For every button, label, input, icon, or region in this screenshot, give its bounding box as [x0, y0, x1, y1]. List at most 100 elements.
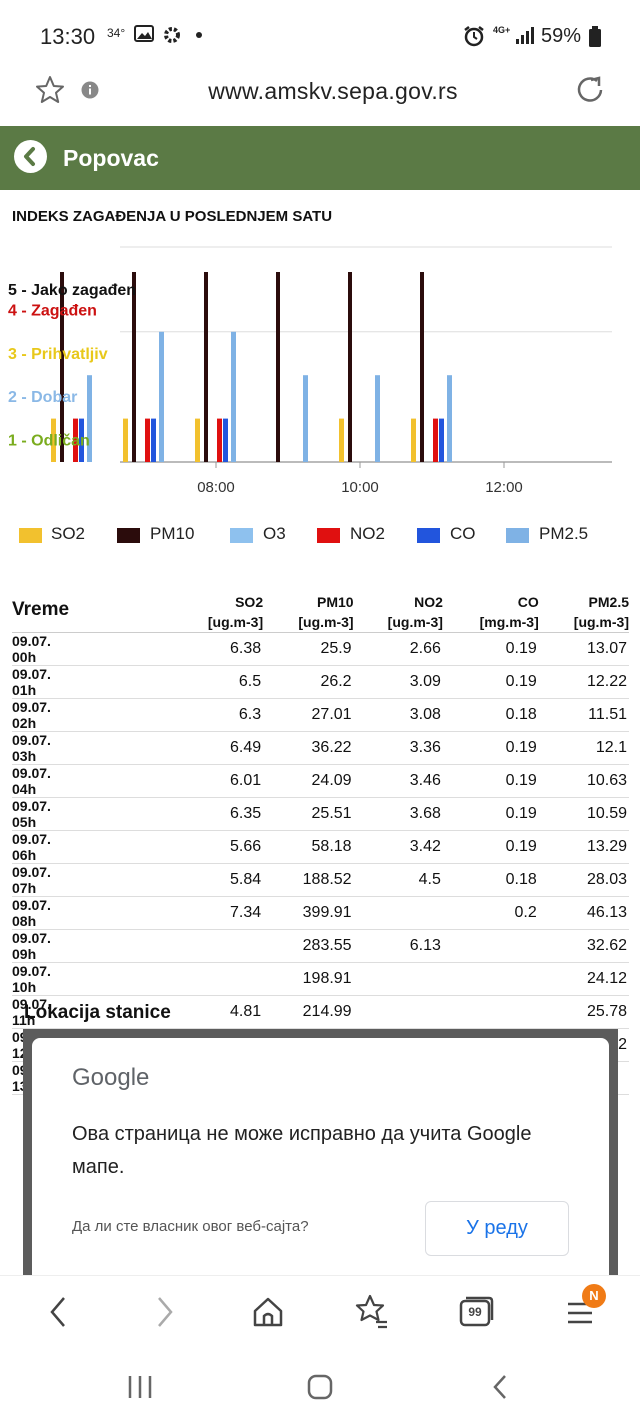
bar-co-7	[79, 418, 84, 462]
cell-pm10: 58.18	[263, 830, 354, 864]
header-co-name: CO	[517, 593, 539, 610]
cell-pm25: 10.63	[538, 764, 629, 798]
cell-so2: 4.81	[69, 995, 264, 1029]
system-back-icon[interactable]	[486, 1371, 514, 1403]
legend-label-o3: O3	[263, 524, 286, 543]
signal-icon	[516, 27, 534, 44]
map-error-card: Google Ова страница не може исправно да …	[32, 1038, 609, 1275]
owner-question: Да ли сте власник овог веб-сајта?	[72, 1218, 309, 1235]
cell-co: 0.19	[442, 764, 539, 798]
cell-pm10: 25.9	[263, 632, 354, 666]
forward-arrow-icon[interactable]	[145, 1292, 185, 1332]
network-type: 4G+	[493, 25, 511, 35]
cell-no2	[353, 962, 443, 996]
table-row: 09.07. 00h 6.38 25.9 2.66 0.19 13.07	[12, 632, 629, 666]
index-chart-title: INDEKS ZAGAĐENJA U POSLEDNJEM SATU	[12, 208, 333, 225]
x-tick-label: 12:00	[485, 479, 523, 496]
table-row: 09.07. 01h 6.5 26.2 3.09 0.19 12.22	[12, 665, 629, 699]
location-title: Lokacija stanice	[24, 1002, 171, 1023]
header-so2-name: SO2	[235, 593, 264, 610]
cell-co	[442, 962, 539, 996]
bar-pm25-12	[447, 375, 452, 462]
table-row: 09.07. 08h 7.34 399.91 0.2 46.13	[12, 896, 629, 930]
cell-time: 09.07. 00h	[12, 632, 70, 666]
legend-label-pm25: PM2.5	[539, 524, 589, 543]
cell-no2: 3.08	[353, 698, 443, 732]
cell-pm10: 26.2	[263, 665, 354, 699]
table-row: 09.07. 02h 6.3 27.01 3.08 0.18 11.51	[12, 698, 629, 732]
header-so2-unit: [ug.m-3]	[207, 613, 264, 630]
level-label-3: 3 - Prihvatljiv	[8, 346, 108, 363]
table-row: 09.07. 09h 283.55 6.13 32.62	[12, 929, 629, 963]
settings-icon	[164, 27, 180, 43]
legend-label-no2: NO2	[350, 524, 385, 543]
alarm-icon	[464, 26, 484, 47]
ok-button[interactable]: У реду	[425, 1201, 569, 1256]
cell-time: 09.07. 08h	[12, 896, 70, 930]
cell-time: 09.07. 11h	[12, 995, 70, 1029]
cell-co: 0.19	[442, 797, 539, 831]
bar-pm10-10	[276, 272, 280, 462]
table-row: 09.07. 03h 6.49 36.22 3.36 0.19 12.1	[12, 731, 629, 765]
google-logo: Google	[72, 1064, 150, 1091]
cell-no2	[353, 896, 443, 930]
cell-no2: 3.68	[353, 797, 443, 831]
bar-so2-12	[411, 418, 416, 462]
cell-pm25: 46.13	[538, 896, 629, 930]
cell-co	[442, 995, 539, 1029]
cell-so2: 6.38	[69, 632, 264, 666]
cell-no2: 2.66	[353, 632, 443, 666]
cell-time: 09.07. 03h	[12, 731, 70, 765]
cell-pm10: 27.01	[263, 698, 354, 732]
bar-pm25-9	[231, 331, 236, 462]
chevron-left-icon	[24, 147, 35, 166]
bar-pm25-7	[87, 375, 92, 462]
cell-pm10: 36.22	[263, 731, 354, 765]
level-label-5: 5 - Jako zagađen	[8, 282, 136, 299]
home-button-icon[interactable]	[304, 1371, 336, 1403]
status-time: 13:30	[40, 24, 96, 49]
x-tick-label: 10:00	[341, 479, 379, 496]
back-button[interactable]	[14, 140, 47, 173]
back-arrow-icon[interactable]	[38, 1292, 78, 1332]
cell-time: 09.07. 01h	[12, 665, 70, 699]
legend-swatch-co	[417, 528, 440, 543]
cell-no2: 4.5	[353, 863, 443, 897]
tabs-button[interactable]: 99	[456, 1292, 496, 1332]
battery-percent: 59%	[541, 25, 582, 47]
cell-so2	[69, 929, 264, 963]
bar-pm25-11	[375, 375, 380, 462]
series-legend: SO2 PM10 O3 NO2 CO PM2.5	[0, 520, 640, 550]
recent-apps-icon[interactable]	[126, 1374, 154, 1400]
cell-pm25: 25.78	[538, 995, 629, 1029]
header-pm25-unit: [ug.m-3]	[573, 613, 629, 630]
url-text[interactable]: www.amskv.sepa.gov.rs	[208, 78, 458, 104]
battery-icon	[589, 26, 601, 47]
cell-pm10: 198.91	[263, 962, 354, 996]
cell-no2: 3.36	[353, 731, 443, 765]
cell-so2	[69, 962, 264, 996]
pollution-index-chart: 5 - Jako zagađen 4 - Zagađen 3 - Prihvatlj…	[8, 246, 612, 496]
bar-so2-8	[123, 418, 128, 462]
bookmarks-icon[interactable]	[352, 1292, 392, 1332]
info-icon[interactable]	[81, 81, 99, 99]
star-outline-icon[interactable]	[34, 74, 66, 106]
reload-icon[interactable]	[574, 74, 606, 106]
table-row: 09.07. 04h 6.01 24.09 3.46 0.19 10.63	[12, 764, 629, 798]
cell-co: 0.19	[442, 731, 539, 765]
table-header-row: Vreme SO2 [ug.m-3] PM10 [ug.m-3] NO2 [ug.m-…	[12, 588, 629, 632]
cell-pm25: 10.59	[538, 797, 629, 831]
cell-co: 0.19	[442, 632, 539, 666]
legend-swatch-o3	[230, 528, 253, 543]
cell-time: 09.07. 10h	[12, 962, 70, 996]
home-icon[interactable]	[248, 1292, 288, 1332]
cell-pm10: 399.91	[263, 896, 354, 930]
cell-co	[442, 929, 539, 963]
menu-notification-badge[interactable]: N	[582, 1284, 606, 1308]
map-error-message: Ова страница не може исправно да учита G…	[72, 1123, 532, 1178]
level-label-4: 4 - Zagađen	[8, 302, 97, 319]
legend-label-pm10: PM10	[150, 524, 195, 543]
cell-no2: 3.42	[353, 830, 443, 864]
status-temperature: 34°	[107, 26, 126, 40]
station-title: Popovac	[63, 145, 159, 171]
